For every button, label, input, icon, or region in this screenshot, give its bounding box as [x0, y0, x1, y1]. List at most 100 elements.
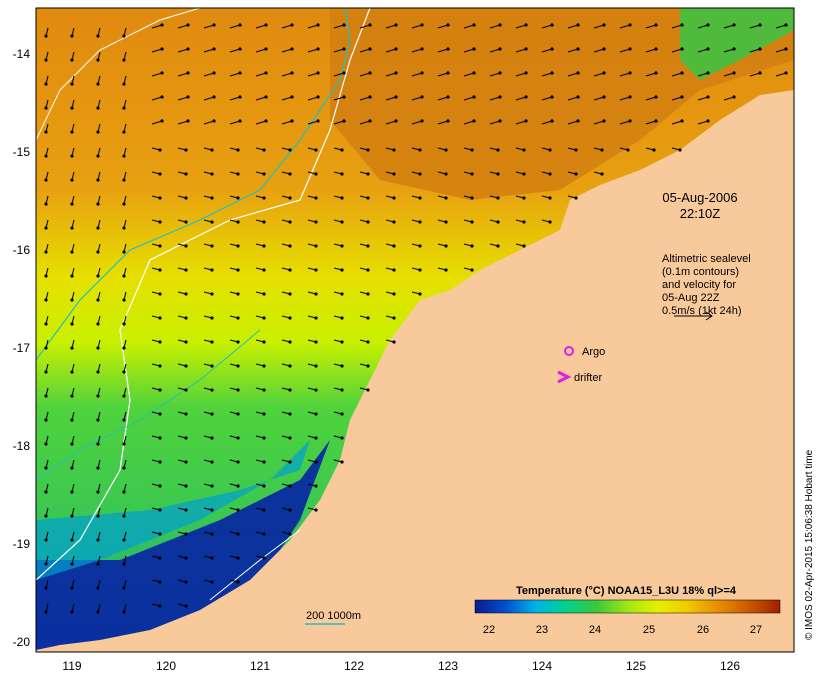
velocity-arrow	[619, 120, 631, 125]
velocity-arrow-head	[210, 580, 214, 584]
coastal-contour	[209, 529, 301, 601]
velocity-arrow-head	[70, 466, 74, 470]
velocity-arrow-head	[210, 340, 214, 344]
velocity-arrow-head	[316, 47, 320, 51]
velocity-arrow-head	[288, 388, 292, 392]
velocity-arrow-head	[70, 202, 74, 206]
velocity-arrow	[619, 48, 631, 53]
velocity-arrow-head	[732, 23, 736, 27]
velocity-arrow-head	[262, 292, 266, 296]
velocity-arrow-head	[262, 532, 266, 536]
velocity-arrow-head	[470, 220, 474, 224]
velocity-arrow-head	[626, 148, 630, 152]
velocity-arrow-head	[96, 370, 100, 374]
drifter-marker-icon	[557, 370, 572, 384]
velocity-arrow	[619, 96, 631, 101]
velocity-arrow-head	[418, 148, 422, 152]
velocity-arrow-head	[184, 436, 188, 440]
velocity-arrow-head	[262, 436, 266, 440]
velocity-arrow	[307, 48, 319, 53]
velocity-arrow-head	[236, 508, 240, 512]
velocity-arrow-head	[340, 316, 344, 320]
velocity-arrow-head	[524, 119, 528, 123]
velocity-arrow-head	[706, 71, 710, 75]
velocity-arrow-head	[366, 244, 370, 248]
velocity-arrow-head	[184, 388, 188, 392]
velocity-arrow-head	[576, 95, 580, 99]
argo-label: Argo	[582, 346, 605, 358]
velocity-arrow-head	[160, 47, 164, 51]
velocity-arrow-head	[314, 244, 318, 248]
velocity-arrow-head	[732, 71, 736, 75]
velocity-arrow	[255, 24, 267, 29]
velocity-arrow	[385, 48, 397, 53]
velocity-arrow-head	[316, 71, 320, 75]
velocity-arrow-head	[472, 23, 476, 27]
velocity-arrow-head	[420, 71, 424, 75]
velocity-arrow-head	[420, 95, 424, 99]
velocity-arrow-head	[498, 119, 502, 123]
velocity-arrow	[489, 120, 501, 125]
velocity-arrow	[697, 48, 709, 53]
velocity-arrow-head	[392, 244, 396, 248]
velocity-arrow-head	[444, 220, 448, 224]
velocity-arrow-head	[236, 220, 240, 224]
velocity-arrow-head	[314, 340, 318, 344]
velocity-arrow	[385, 24, 397, 29]
velocity-arrow-head	[498, 71, 502, 75]
velocity-arrow-head	[366, 340, 370, 344]
velocity-arrow-head	[654, 47, 658, 51]
velocity-arrow	[489, 24, 501, 29]
velocity-arrow-head	[96, 154, 100, 158]
velocity-arrow	[359, 96, 371, 101]
velocity-arrow-head	[210, 268, 214, 272]
velocity-arrows	[44, 23, 788, 614]
velocity-arrow-head	[524, 95, 528, 99]
velocity-arrow-head	[550, 47, 554, 51]
velocity-arrow-head	[96, 346, 100, 350]
velocity-arrow-head	[158, 268, 162, 272]
velocity-arrow-head	[210, 364, 214, 368]
velocity-arrow	[385, 120, 397, 125]
velocity-arrow-head	[70, 58, 74, 62]
velocity-arrow	[411, 72, 423, 77]
velocity-arrow	[281, 72, 293, 77]
velocity-arrow	[437, 96, 449, 101]
colorbar-ticks: 22 23 24 25 26 27	[483, 624, 762, 636]
velocity-arrow	[307, 72, 319, 77]
velocity-arrow-head	[212, 119, 216, 123]
velocity-arrow-head	[340, 196, 344, 200]
velocity-arrow	[229, 24, 241, 29]
velocity-arrow-head	[122, 490, 126, 494]
velocity-arrow-head	[366, 220, 370, 224]
velocity-arrow-head	[44, 34, 48, 38]
colorbar-title: Temperature (°C) NOAA15_L3U 18% ql>=4	[516, 585, 737, 597]
velocity-arrow	[359, 120, 371, 125]
velocity-arrow	[203, 72, 215, 77]
lat-tick-15: -15	[13, 145, 31, 159]
velocity-arrow	[463, 24, 475, 29]
velocity-arrow	[515, 24, 527, 29]
velocity-arrow-head	[262, 196, 266, 200]
velocity-arrow-head	[444, 268, 448, 272]
velocity-arrow-head	[368, 119, 372, 123]
velocity-arrow-head	[366, 364, 370, 368]
lon-tick-126: 126	[720, 659, 740, 673]
velocity-arrow-head	[288, 364, 292, 368]
sealevel-contour-2	[36, 329, 261, 481]
velocity-arrow-head	[158, 532, 162, 536]
colorbar-tick-26: 26	[697, 624, 709, 636]
velocity-arrow-head	[210, 556, 214, 560]
velocity-arrow-head	[446, 71, 450, 75]
velocity-arrow-head	[342, 71, 346, 75]
velocity-arrow-head	[654, 95, 658, 99]
warm-water-region	[330, 8, 794, 200]
velocity-arrow-head	[472, 95, 476, 99]
argo-marker-icon	[564, 346, 574, 356]
velocity-arrow-head	[70, 178, 74, 182]
velocity-arrow-head	[158, 556, 162, 560]
velocity-arrow-head	[314, 196, 318, 200]
velocity-arrow-head	[680, 95, 684, 99]
velocity-arrow-head	[212, 23, 216, 27]
velocity-arrow-head	[70, 538, 74, 542]
